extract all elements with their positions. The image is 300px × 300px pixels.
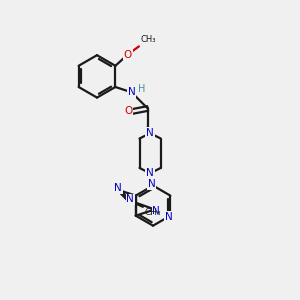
Text: O: O — [124, 50, 132, 60]
Text: N: N — [148, 179, 155, 189]
Text: N: N — [114, 183, 122, 193]
Text: N: N — [128, 87, 135, 97]
Text: N: N — [165, 212, 173, 222]
Text: CH₃: CH₃ — [140, 35, 156, 44]
Text: CH₃: CH₃ — [144, 208, 161, 217]
Text: O: O — [124, 106, 132, 116]
Text: N: N — [146, 128, 154, 138]
Text: H: H — [138, 84, 146, 94]
Text: N: N — [152, 206, 160, 216]
Text: N: N — [126, 194, 134, 205]
Text: N: N — [146, 168, 154, 178]
